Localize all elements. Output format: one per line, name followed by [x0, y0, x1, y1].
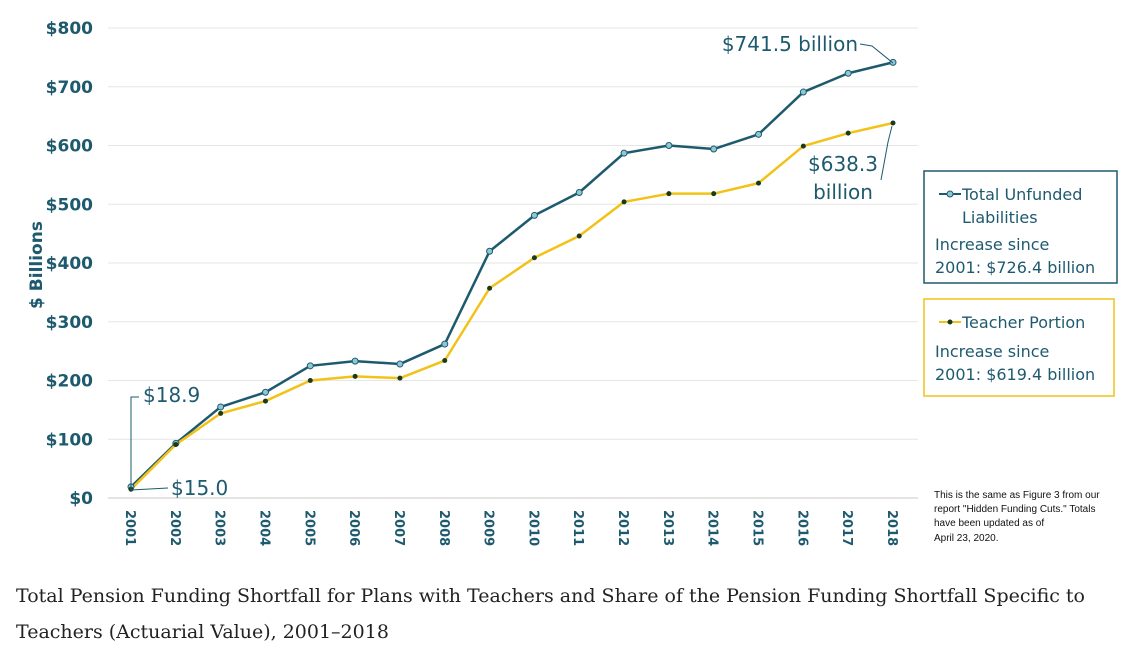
start-annotations: $18.9 $15.0: [130, 383, 228, 500]
x-tick-label: 2002: [167, 510, 182, 546]
end-total-leader: [859, 43, 894, 64]
series-0-point: [306, 362, 314, 370]
legend-teacher-label: Teacher Portion: [961, 313, 1085, 332]
series-0-point: [844, 69, 852, 77]
legend-teacher-dot-marker: [947, 319, 953, 325]
y-axis-ticks: $0 $100 $200 $300 $400 $500 $600 $700 $800: [46, 19, 93, 509]
series-1-point: [666, 191, 672, 197]
x-tick-label: 2008: [436, 510, 451, 546]
x-tick-label: 2016: [794, 510, 809, 546]
series-0-point: [530, 211, 538, 219]
series-lines: [127, 58, 897, 492]
x-tick-label: 2005: [301, 510, 316, 546]
figure-caption: Total Pension Funding Shortfall for Plan…: [16, 585, 1085, 643]
x-tick-label: 2018: [884, 510, 899, 546]
series-1-point: [890, 120, 896, 126]
end-teacher-label-line2: billion: [813, 180, 873, 204]
legend-teacher-increase-line1: Increase since: [935, 342, 1049, 361]
source-note: This is the same as Figure 3 from our re…: [934, 490, 1100, 544]
legend-total-increase-line1: Increase since: [935, 235, 1049, 254]
x-tick-label: 2011: [570, 510, 585, 546]
series-0-point: [396, 360, 404, 368]
x-axis-ticks: 2001 2002 2003 2004 2005 2006 2007 2008 2009 2010…: [122, 510, 899, 546]
y-axis-label: $ Billions: [27, 221, 47, 309]
series-1-point: [218, 410, 224, 416]
x-tick-label: 2006: [346, 510, 361, 546]
note-line-2: report "Hidden Funding Cuts." Totals: [934, 504, 1095, 515]
legend-total-label-line2: Liabilities: [962, 208, 1038, 227]
legend-teacher: Teacher Portion Increase since 2001: $61…: [923, 298, 1115, 397]
series-0-point: [575, 189, 583, 196]
y-tick-label: $500: [46, 195, 93, 215]
y-tick-label: $100: [46, 430, 93, 450]
series-0-point: [351, 357, 359, 365]
end-teacher-label-line1: $638.3: [808, 152, 878, 176]
note-line-4: April 23, 2020.: [934, 533, 999, 544]
series-1-point: [845, 130, 851, 136]
y-tick-label: $400: [46, 254, 93, 274]
note-line-1: This is the same as Figure 3 from our: [934, 490, 1100, 501]
line-chart: $0 $100 $200 $300 $400 $500 $600 $700 $800 $ Bil…: [27, 19, 1118, 546]
series-1-point: [442, 358, 448, 364]
start-teacher-leader: [130, 487, 169, 491]
series-1-point: [756, 180, 762, 186]
y-tick-label: $800: [46, 19, 93, 39]
series-1-point: [800, 143, 806, 149]
legend-total-box: [923, 170, 1118, 284]
series-0-point: [261, 388, 269, 396]
series-0-point: [755, 130, 763, 138]
series-0-point: [486, 247, 494, 255]
x-tick-label: 2017: [839, 510, 854, 546]
x-tick-label: 2009: [481, 510, 496, 546]
series-1-point: [621, 199, 627, 205]
x-tick-label: 2014: [705, 510, 720, 546]
note-line-3: have been updated as of: [934, 518, 1044, 529]
legend-total-dot-marker: [946, 190, 954, 198]
series-1-point: [173, 442, 179, 448]
start-teacher-label: $15.0: [171, 476, 228, 500]
series-1-point: [487, 285, 493, 291]
gridlines: [108, 27, 918, 499]
series-0-point: [799, 88, 807, 96]
start-total-leader: [130, 396, 139, 490]
x-tick-label: 2015: [750, 510, 765, 546]
series-1-point: [307, 378, 313, 383]
series-0-point: [710, 145, 718, 153]
series-0-point: [665, 142, 673, 149]
x-tick-label: 2012: [615, 510, 630, 546]
end-teacher-leader: [880, 125, 893, 181]
series-0-point: [217, 403, 225, 411]
y-tick-label: $300: [46, 313, 93, 333]
series-0-point: [441, 340, 449, 348]
series-1-point: [531, 255, 537, 261]
series-1-point: [711, 191, 717, 197]
x-tick-label: 2007: [391, 510, 406, 546]
legend-total-increase-line2: 2001: $726.4 billion: [935, 258, 1095, 277]
x-tick-label: 2004: [256, 510, 271, 546]
end-total-label: $741.5 billion: [722, 32, 858, 56]
y-tick-label: $0: [69, 489, 93, 509]
legend-teacher-increase-line2: 2001: $619.4 billion: [935, 365, 1095, 384]
start-total-label: $18.9: [143, 383, 200, 407]
x-tick-label: 2013: [660, 510, 675, 546]
x-tick-label: 2001: [122, 510, 137, 546]
y-tick-label: $700: [46, 78, 93, 98]
y-tick-label: $200: [46, 372, 93, 392]
x-tick-label: 2010: [525, 510, 540, 546]
series-line-1: [130, 121, 894, 491]
series-1-point: [576, 233, 582, 239]
series-1-point: [262, 398, 268, 404]
series-1-point: [397, 375, 403, 381]
legend-total-label-line1: Total Unfunded: [961, 185, 1082, 204]
legend-teacher-box: [923, 298, 1115, 397]
series-1-point: [352, 373, 358, 379]
y-tick-label: $600: [46, 137, 93, 157]
x-tick-label: 2003: [212, 510, 227, 546]
legend-total: Total Unfunded Liabilities Increase sinc…: [923, 170, 1118, 284]
series-0-point: [620, 149, 628, 157]
series-line-0: [130, 61, 894, 488]
end-annotations: $741.5 billion $638.3 billion: [722, 32, 894, 204]
